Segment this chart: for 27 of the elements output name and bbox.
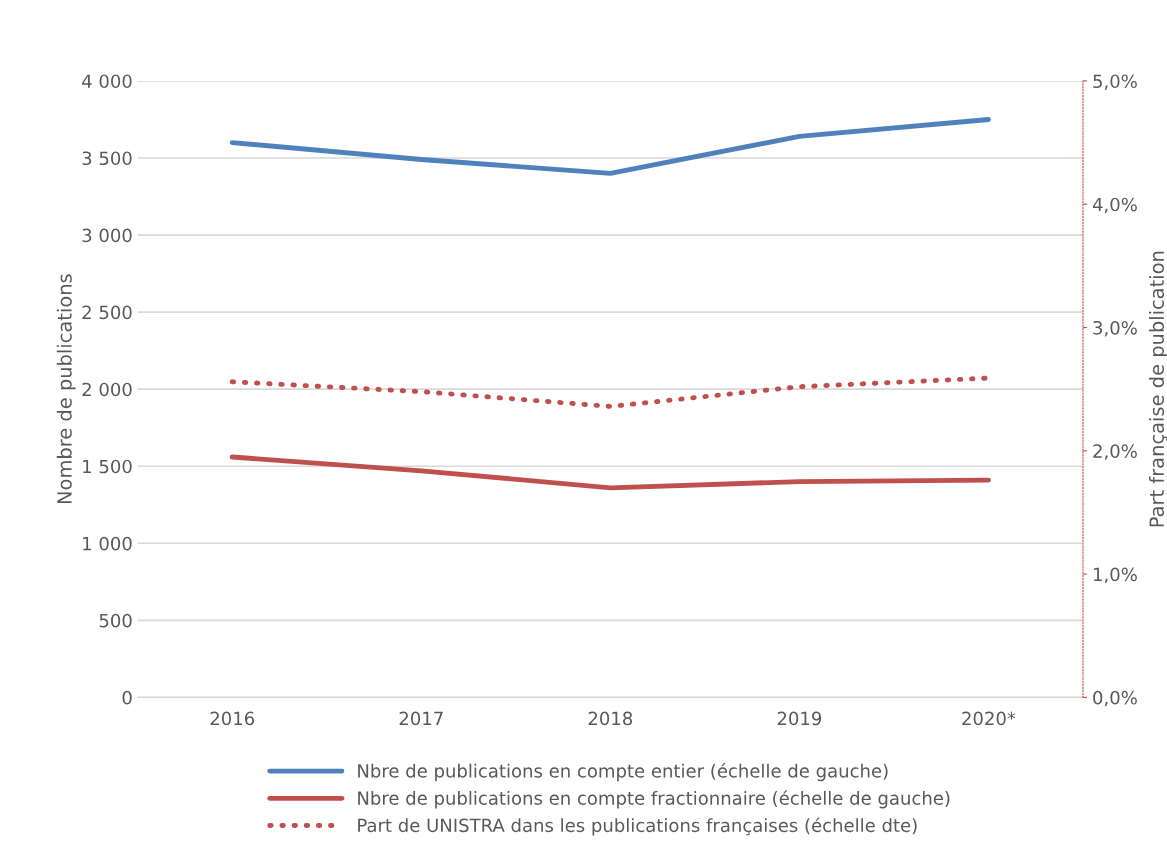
x-tick-label: 2020* [962,711,1016,726]
y-tick-label: 500 [99,613,132,628]
x-tick-label: 2016 [210,711,255,726]
legend-label: Part de UNISTRA dans les publications françaises (échelle dte) [358,817,917,836]
y2-axis-title: Part française de publication [1148,251,1167,527]
y2-tick-label: 5,0% [1093,74,1137,90]
y-tick-label: 3 500 [82,151,132,166]
legend-label: Nbre de publications en compte entier (échelle de gauche) [358,762,888,782]
x-tick-label: 2018 [588,711,633,726]
y-tick-label: 0 [122,690,132,705]
y-tick-label: 1 500 [83,459,132,474]
y-axis-title: Nombre de publications [56,274,76,504]
x-tick-label: 2017 [399,711,443,726]
legend-label: Nbre de publications en compte fractionnaire (échelle de gauche) [358,790,950,809]
y2-tick-label: 4,0% [1092,197,1137,214]
line-series [229,117,991,176]
y-tick-label: 1 000 [83,536,132,551]
y2-tick-label: 1,0% [1093,567,1137,584]
y-tick-label: 2 000 [82,382,132,397]
y2-tick-label: 2,0% [1093,444,1137,460]
y-tick-label: 2 500 [82,305,132,320]
x-tick-label: 2019 [777,711,822,726]
y-tick-label: 4 000 [82,74,132,89]
y2-tick-label: 0,0% [1093,690,1137,707]
y-tick-label: 3 000 [82,228,132,243]
line-series [229,454,991,491]
y2-tick-label: 3,0% [1093,320,1137,337]
